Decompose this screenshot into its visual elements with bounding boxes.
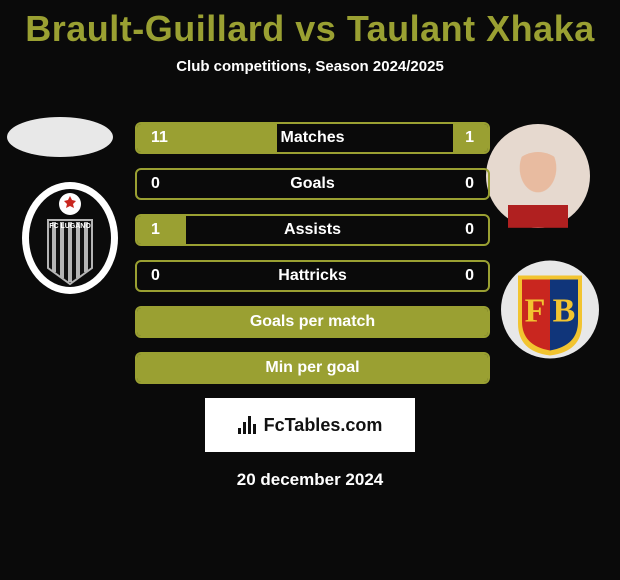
player-left-photo bbox=[7, 117, 113, 157]
page-title: Brault-Guillard vs Taulant Xhaka bbox=[0, 0, 620, 50]
club-logo-right: F B bbox=[500, 252, 600, 367]
stat-left-value: 11 bbox=[151, 129, 168, 147]
avatar bbox=[508, 152, 568, 228]
stat-left-value: 0 bbox=[151, 175, 160, 193]
stat-label: Goals bbox=[290, 175, 334, 193]
club-logo-left: FC LUGANO bbox=[20, 180, 120, 295]
stats-comparison: 111Matches00Goals10Assists00HattricksGoa… bbox=[135, 122, 490, 398]
stat-right-value: 0 bbox=[465, 175, 474, 193]
stat-left-value: 1 bbox=[151, 221, 160, 239]
stat-left-fill bbox=[137, 216, 186, 244]
attribution: FcTables.com bbox=[205, 398, 415, 452]
stat-row: Goals per match bbox=[135, 306, 490, 338]
subtitle: Club competitions, Season 2024/2025 bbox=[0, 58, 620, 75]
stat-right-value: 0 bbox=[465, 221, 474, 239]
stat-right-value: 1 bbox=[465, 129, 474, 147]
player-right-photo bbox=[486, 124, 590, 228]
club-left-label: FC LUGANO bbox=[49, 223, 91, 230]
stat-label: Matches bbox=[280, 129, 344, 147]
date-label: 20 december 2024 bbox=[0, 470, 620, 490]
stat-label: Assists bbox=[284, 221, 341, 239]
attribution-text: FcTables.com bbox=[264, 415, 383, 436]
stat-label: Goals per match bbox=[250, 313, 375, 331]
stat-label: Hattricks bbox=[278, 267, 346, 285]
stat-left-value: 0 bbox=[151, 267, 160, 285]
stat-label: Min per goal bbox=[265, 359, 359, 377]
stat-row: 1 0 Assists bbox=[135, 214, 490, 246]
stat-row: 0 0 Hattricks bbox=[135, 260, 490, 292]
stat-row: 111Matches bbox=[135, 122, 490, 154]
stat-row: Min per goal bbox=[135, 352, 490, 384]
club-right-monogram: F B bbox=[525, 293, 576, 330]
stat-right-value: 0 bbox=[465, 267, 474, 285]
stat-row: 0 0 Goals bbox=[135, 168, 490, 200]
bars-icon bbox=[238, 416, 260, 434]
